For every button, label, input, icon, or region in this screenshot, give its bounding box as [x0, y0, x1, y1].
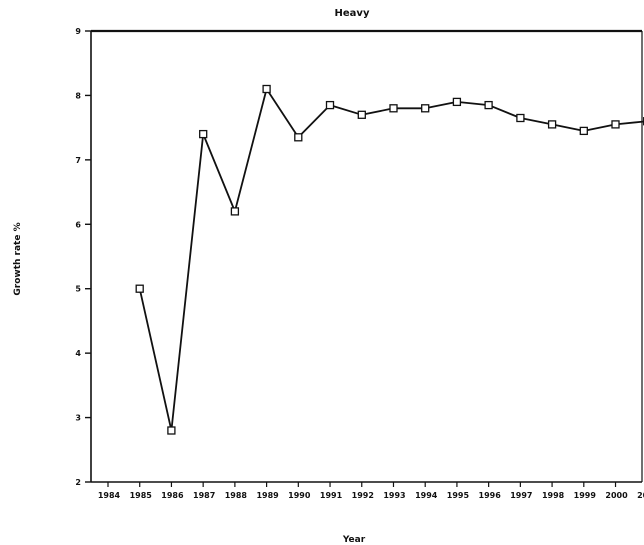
y-axis-label: Growth rate %: [13, 222, 23, 295]
y-tick-label: 9: [75, 27, 81, 36]
data-point-marker: [357, 110, 366, 119]
data-point-marker: [230, 207, 240, 216]
data-point-marker: [452, 97, 462, 107]
data-point-marker: [325, 100, 335, 110]
chart-title: Heavy: [335, 8, 370, 19]
data-point-marker: [547, 120, 557, 129]
x-tick-label: 1996: [479, 491, 502, 500]
x-tick-label: 2000: [605, 491, 628, 500]
data-point-marker: [611, 120, 620, 129]
y-tick-label: 6: [75, 220, 81, 229]
series: [135, 84, 644, 435]
x-tick-label: 1991: [320, 491, 343, 500]
y-tick-label: 4: [75, 349, 81, 358]
data-point-marker: [199, 129, 208, 139]
y-tick-label: 7: [75, 156, 81, 165]
labels: Heavy Year Growth rate %: [13, 8, 370, 545]
x-tick-label: 1998: [542, 491, 565, 500]
data-point-marker: [516, 113, 525, 123]
x-tick-label: 1990: [288, 491, 311, 500]
x-tick-label: 1985: [130, 491, 153, 500]
x-tick-label: 1999: [574, 491, 597, 500]
data-point-marker: [294, 133, 303, 142]
x-tick-label: 1992: [352, 491, 374, 500]
x-tick-label: 1987: [193, 491, 215, 500]
axes: [90, 29, 643, 483]
x-tick-label: 1984: [98, 491, 121, 500]
y-tick-label: 3: [75, 414, 81, 423]
data-point-marker: [135, 284, 144, 293]
x-tick-label: 1988: [225, 491, 248, 500]
x-tick-label: 1997: [510, 491, 532, 500]
ticks: 2 3 4 5 6 7 8 9 1984 1985 1986 1987 1988 1989 1990 1991…: [75, 27, 644, 500]
data-point-marker: [484, 100, 493, 110]
x-tick-label: 1995: [447, 491, 470, 500]
x-tick-label: 1989: [256, 491, 279, 500]
x-axis-label: Year: [342, 535, 366, 545]
data-point-marker: [421, 104, 430, 113]
data-point-marker: [579, 126, 588, 136]
data-point-marker: [262, 84, 271, 94]
y-tick-label: 5: [75, 285, 81, 294]
x-tick-label: 1986: [161, 491, 184, 500]
y-tick-label: 8: [75, 91, 81, 100]
data-point-marker: [389, 104, 398, 113]
y-tick-label: 2: [75, 478, 81, 487]
x-tick-label: 1994: [415, 491, 438, 500]
x-tick-label: 1993: [383, 491, 405, 500]
data-point-marker: [167, 426, 176, 435]
x-tick-label: 2001: [637, 491, 644, 500]
